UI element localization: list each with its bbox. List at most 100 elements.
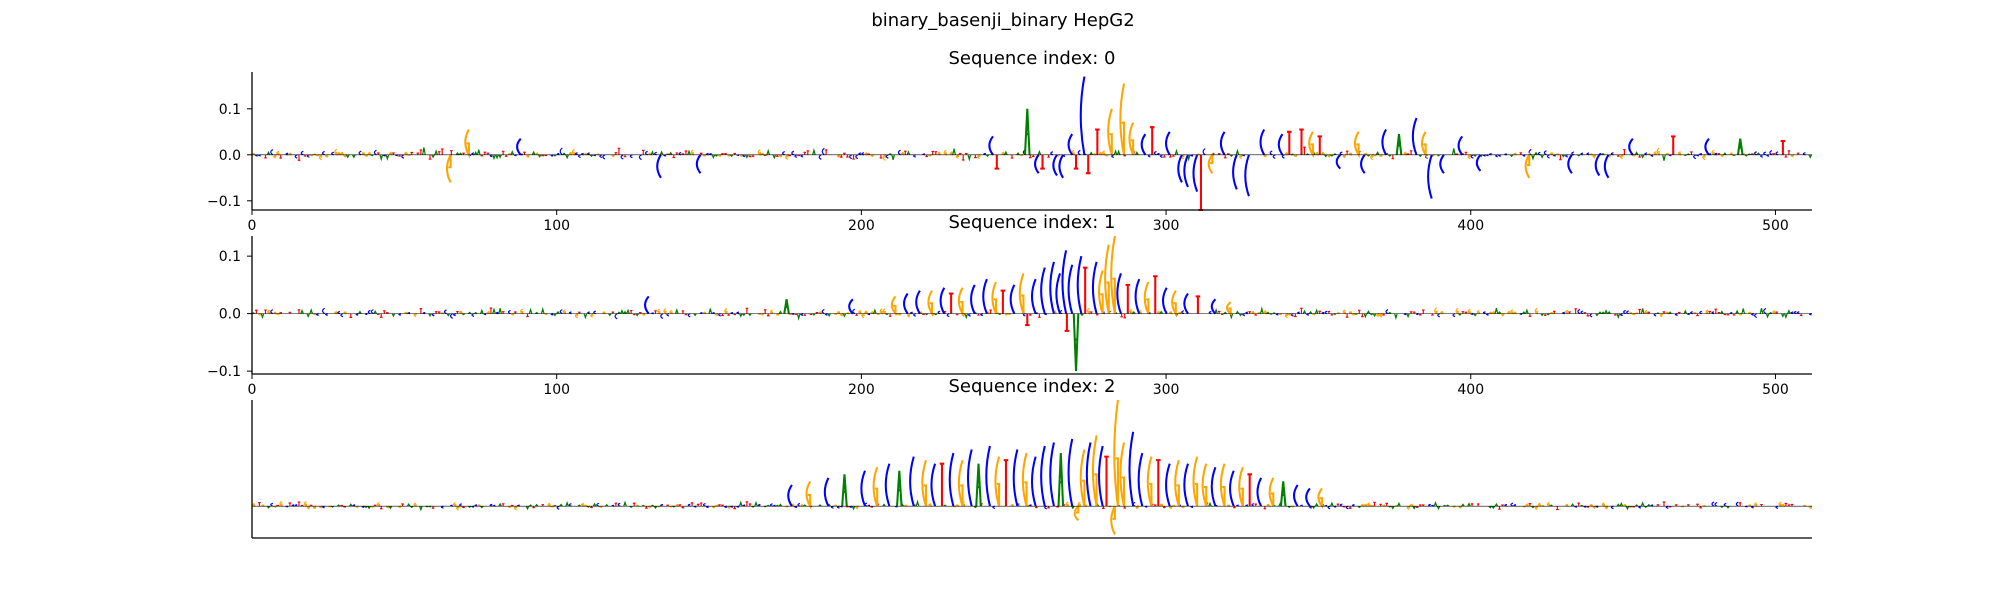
logo-glyph [449,313,453,319]
logo-glyph [1626,310,1629,315]
logo-glyph [1318,310,1321,314]
logo-glyph [1269,150,1273,156]
logo-glyph [934,151,938,155]
logo-glyph [1616,313,1621,320]
logo-glyph [1102,150,1106,156]
logo-glyph [1327,154,1331,158]
logo-peak-glyph [909,456,915,507]
logo-glyph [340,313,344,318]
logo-glyph [370,309,374,315]
logo-glyph [1659,312,1663,318]
logo-peak-glyph [1219,463,1226,507]
logo-glyph [1345,150,1349,155]
logo-glyph [1238,313,1243,317]
logo-peak-glyph [1125,283,1131,314]
logo-glyph [534,311,539,315]
logo-peak-glyph [1439,154,1445,174]
logo-peak-glyph [1244,154,1250,197]
x-tick-label: 200 [848,218,875,234]
logo-peak-glyph [1195,295,1201,314]
logo-glyph [1406,505,1410,510]
logo-glyph [1495,154,1498,158]
logo-glyph [367,151,371,156]
x-tick-label: 300 [1153,218,1180,234]
logo-glyph [1577,154,1581,157]
logo-glyph [1272,154,1276,159]
logo-glyph [1403,151,1407,156]
logo-glyph [1787,150,1791,155]
logo-glyph [525,505,530,511]
logo-peak-glyph [1317,135,1323,155]
logo-glyph [1537,151,1541,156]
logo-glyph [937,151,941,156]
logo-peak-glyph [1064,313,1070,332]
logo-glyph [474,311,478,315]
logo-glyph [852,154,855,160]
logo-glyph [668,151,673,156]
logo-glyph [1570,502,1575,507]
logo-peak-glyph [1057,453,1065,507]
logo-glyph [742,313,746,317]
logo-glyph [1574,308,1577,314]
logo-glyph [422,147,426,155]
logo-glyph [461,313,466,316]
logo-glyph [669,309,673,315]
logo-glyph [337,151,341,156]
logo-glyph [279,500,283,508]
logo-glyph [1369,313,1374,316]
logo-peak-glyph [1067,438,1074,507]
logo-glyph [882,503,886,507]
logo-glyph [861,312,865,319]
logo-peak-glyph [884,463,891,507]
logo-peak-glyph [966,449,973,507]
logo-glyph [1607,311,1611,314]
logo-glyph [1028,154,1032,159]
logo-peak-glyph [1058,154,1064,179]
logo-glyph [660,313,664,320]
logo-glyph [1696,503,1699,507]
y-tick-label: 0.1 [219,249,241,265]
logo-peak-glyph [1098,270,1104,314]
logo-peak-glyph [445,154,452,183]
logo-glyph [498,308,502,314]
logo-glyph [1720,310,1724,314]
logo-glyph [264,309,267,314]
logo-glyph [1467,502,1471,507]
logo-glyph [702,502,706,507]
logo-glyph [1004,150,1008,156]
logo-glyph [1047,154,1050,158]
logo-glyph [556,310,560,314]
logo-glyph [1248,311,1251,314]
logo-glyph [1601,152,1605,156]
logo-peak-glyph [1018,273,1025,314]
logo-glyph [1330,501,1334,507]
logo-glyph [724,307,728,315]
logo-peak-glyph [1360,154,1366,174]
logo-peak-glyph [985,445,991,507]
logo-glyph [1437,313,1441,318]
logo-glyph [1174,148,1179,155]
logo-glyph [745,501,749,507]
logo-glyph [1595,313,1599,317]
logo-glyph [1470,503,1474,507]
logo-glyph [858,309,862,315]
logo-glyph [260,313,265,320]
logo-glyph [855,154,859,160]
logo-glyph [974,154,977,159]
logo-peak-glyph [1072,313,1080,372]
logo-glyph [266,505,271,509]
logo-glyph [1406,313,1410,319]
logo-glyph [1565,309,1569,315]
logo-glyph [1208,310,1212,315]
logo-glyph [931,150,935,155]
logo-glyph [1254,503,1258,507]
logo-glyph [577,154,581,159]
logo-peak-glyph [1134,278,1141,315]
logo-glyph [721,313,724,317]
logo-glyph [1592,505,1596,509]
logo-glyph [419,307,423,314]
logo-glyph [553,313,557,317]
logo-glyph [1531,154,1535,161]
figure-title: binary_basenji_binary HepG2 [871,10,1134,31]
